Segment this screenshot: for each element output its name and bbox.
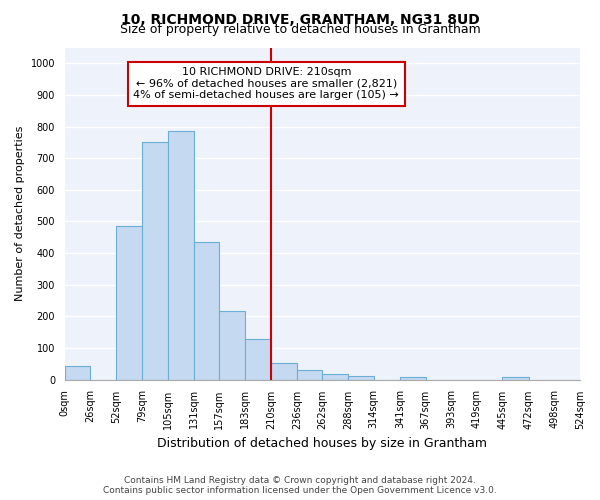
Text: Size of property relative to detached houses in Grantham: Size of property relative to detached ho… xyxy=(119,22,481,36)
Bar xyxy=(502,377,529,380)
Text: 10, RICHMOND DRIVE, GRANTHAM, NG31 8UD: 10, RICHMOND DRIVE, GRANTHAM, NG31 8UD xyxy=(121,12,479,26)
Bar xyxy=(271,363,297,380)
Bar xyxy=(219,310,245,380)
X-axis label: Distribution of detached houses by size in Grantham: Distribution of detached houses by size … xyxy=(157,437,487,450)
Bar xyxy=(116,226,142,380)
Bar xyxy=(65,366,91,380)
Bar xyxy=(142,142,168,380)
Bar xyxy=(245,339,271,380)
Bar xyxy=(168,132,194,380)
Bar xyxy=(194,242,219,380)
Bar xyxy=(348,376,374,380)
Bar xyxy=(400,377,425,380)
Y-axis label: Number of detached properties: Number of detached properties xyxy=(15,126,25,301)
Text: 10 RICHMOND DRIVE: 210sqm
← 96% of detached houses are smaller (2,821)
4% of sem: 10 RICHMOND DRIVE: 210sqm ← 96% of detac… xyxy=(133,68,399,100)
Text: Contains HM Land Registry data © Crown copyright and database right 2024.
Contai: Contains HM Land Registry data © Crown c… xyxy=(103,476,497,495)
Bar xyxy=(322,374,348,380)
Bar xyxy=(297,370,322,380)
